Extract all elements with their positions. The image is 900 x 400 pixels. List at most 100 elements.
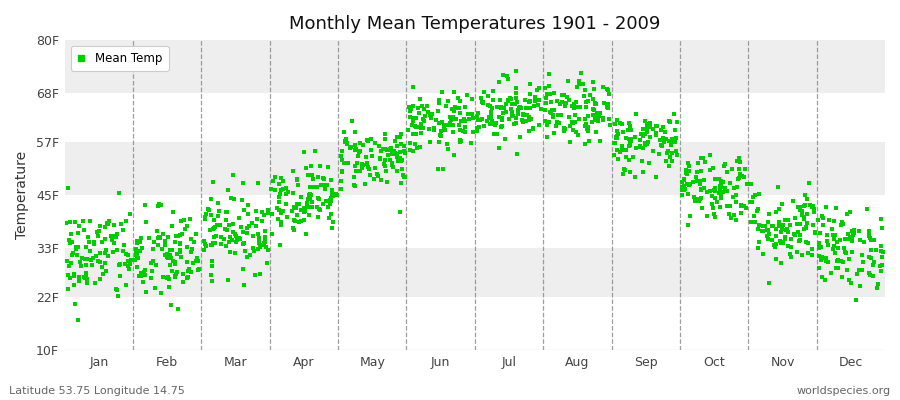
Point bbox=[542, 119, 556, 125]
Point bbox=[441, 98, 455, 104]
Point bbox=[769, 209, 783, 216]
Point bbox=[565, 127, 580, 134]
Point bbox=[544, 106, 559, 113]
Point bbox=[393, 134, 408, 140]
Point bbox=[414, 120, 428, 127]
Point bbox=[454, 118, 469, 124]
Point bbox=[572, 81, 587, 88]
Point bbox=[378, 146, 392, 152]
Point bbox=[297, 217, 311, 224]
Point bbox=[438, 122, 453, 129]
Point bbox=[190, 266, 204, 273]
Point bbox=[623, 142, 637, 148]
Point bbox=[547, 90, 562, 96]
Point bbox=[232, 236, 247, 242]
Point bbox=[765, 237, 779, 244]
Point bbox=[799, 224, 814, 230]
Point bbox=[414, 125, 428, 131]
Point bbox=[494, 124, 508, 130]
Point bbox=[390, 152, 404, 158]
Point bbox=[68, 219, 83, 225]
Point bbox=[305, 204, 320, 210]
Point bbox=[494, 115, 508, 121]
Point bbox=[800, 239, 814, 246]
Point bbox=[374, 148, 388, 154]
Point bbox=[659, 136, 673, 142]
Point bbox=[835, 274, 850, 281]
Point bbox=[390, 154, 404, 160]
Point bbox=[496, 72, 510, 78]
Point bbox=[78, 275, 93, 281]
Point bbox=[228, 250, 242, 257]
Point bbox=[653, 137, 668, 144]
Point bbox=[586, 79, 600, 85]
Point bbox=[439, 103, 454, 109]
Point bbox=[569, 99, 583, 105]
Point bbox=[131, 273, 146, 279]
Point bbox=[184, 269, 198, 275]
Point bbox=[409, 115, 423, 122]
Point bbox=[680, 171, 694, 177]
Point bbox=[600, 104, 615, 110]
Point bbox=[173, 241, 187, 247]
Point bbox=[405, 103, 419, 109]
Point bbox=[707, 188, 722, 194]
Point bbox=[361, 164, 375, 170]
Point bbox=[734, 202, 748, 209]
Point bbox=[247, 232, 261, 239]
Point bbox=[223, 234, 238, 240]
Point bbox=[561, 78, 575, 84]
Point bbox=[610, 128, 625, 134]
Point bbox=[793, 207, 807, 213]
Point bbox=[91, 233, 105, 240]
Point bbox=[724, 215, 738, 222]
Bar bbox=[65, 93, 885, 142]
Point bbox=[314, 182, 328, 188]
Point bbox=[472, 117, 487, 124]
Point bbox=[199, 210, 213, 217]
Point bbox=[705, 201, 719, 207]
Point bbox=[386, 164, 400, 170]
Point bbox=[103, 218, 117, 224]
Point bbox=[384, 162, 399, 168]
Point bbox=[167, 259, 182, 266]
Point bbox=[189, 258, 203, 264]
Point bbox=[408, 141, 422, 148]
Point bbox=[693, 196, 707, 202]
Point bbox=[249, 216, 264, 222]
Point bbox=[160, 275, 175, 281]
Point bbox=[773, 238, 788, 244]
Point bbox=[780, 228, 795, 235]
Point bbox=[145, 268, 159, 274]
Point bbox=[237, 240, 251, 246]
Point bbox=[601, 91, 616, 97]
Point bbox=[297, 209, 311, 216]
Point bbox=[443, 120, 457, 126]
Point bbox=[120, 282, 134, 288]
Point bbox=[819, 203, 833, 210]
Point bbox=[836, 258, 850, 265]
Point bbox=[306, 183, 320, 190]
Point bbox=[505, 109, 519, 116]
Point bbox=[608, 151, 622, 158]
Point bbox=[845, 238, 859, 244]
Point bbox=[161, 274, 176, 281]
Point bbox=[837, 245, 851, 251]
Point bbox=[338, 139, 353, 146]
Point bbox=[508, 101, 522, 108]
Point bbox=[718, 161, 733, 167]
Point bbox=[743, 219, 758, 226]
Point bbox=[563, 123, 578, 130]
Point bbox=[707, 187, 722, 194]
Point bbox=[618, 147, 633, 153]
Point bbox=[875, 262, 889, 268]
Point bbox=[87, 239, 102, 245]
Point bbox=[731, 176, 745, 182]
Point bbox=[572, 104, 587, 110]
Point bbox=[681, 167, 696, 174]
Point bbox=[752, 222, 767, 228]
Point bbox=[827, 243, 842, 250]
Point bbox=[382, 157, 397, 164]
Point bbox=[338, 129, 352, 136]
Point bbox=[174, 254, 188, 260]
